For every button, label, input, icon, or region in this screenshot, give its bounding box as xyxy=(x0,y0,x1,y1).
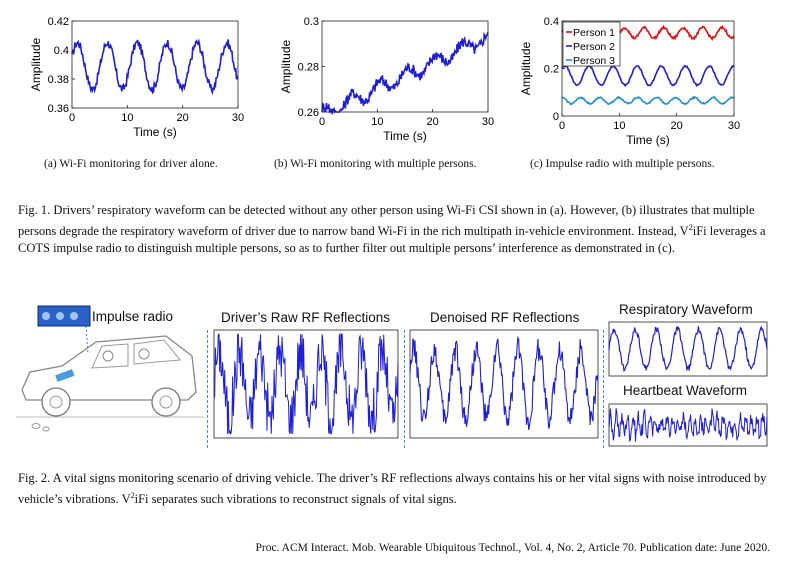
y-tick-label: 0.26 xyxy=(298,107,319,119)
fig1-subcaption-c: (c) Impulse radio with multiple persons. xyxy=(530,158,715,170)
y-tick-label: 0.3 xyxy=(304,16,319,28)
x-tick-label: 30 xyxy=(482,116,494,128)
x-tick-label: 20 xyxy=(427,116,439,128)
fig1-caption: Fig. 1. Drivers’ respiratory waveform ca… xyxy=(18,203,766,256)
page-footer: Proc. ACM Interact. Mob. Wearable Ubiqui… xyxy=(255,542,770,554)
x-tick-label: 30 xyxy=(728,120,740,132)
fig2-caption: Fig. 2. A vital signs monitoring scenari… xyxy=(18,471,767,507)
x-tick-label: 0 xyxy=(69,112,75,124)
x-tick-label: 20 xyxy=(177,112,189,124)
legend-entry: Person 3 xyxy=(573,55,615,67)
car-icon xyxy=(21,335,197,401)
respiratory-title: Respiratory Waveform xyxy=(619,302,753,317)
y-axis-label: Amplitude xyxy=(279,40,293,94)
plot-frame xyxy=(71,20,239,109)
y-tick-label: 0.2 xyxy=(544,64,559,76)
fig1-chart-a: 0 10 20 30 0.36 0.38 0.4 0.42 Time (s) Amplitude xyxy=(29,16,244,139)
divider-3 xyxy=(603,330,604,448)
x-tick-label: 10 xyxy=(121,112,133,124)
x-tick-label: 0 xyxy=(319,116,325,128)
x-tick-label: 10 xyxy=(613,120,625,132)
y-tick-label: 0 xyxy=(553,111,559,123)
rear-wheel-icon xyxy=(151,387,181,417)
x-tick-label: 0 xyxy=(559,120,565,132)
x-axis-label: Time (s) xyxy=(383,129,427,143)
y-tick-label: 0.42 xyxy=(48,16,69,28)
legend: Person 1 Person 2 Person 3 xyxy=(562,21,621,67)
x-tick-label: 10 xyxy=(371,116,383,128)
series-line-2 xyxy=(561,64,735,88)
fig1-subcaption-b: (b) Wi-Fi monitoring with multiple perso… xyxy=(274,158,477,170)
x-axis-label: Time (s) xyxy=(626,133,670,147)
y-axis-label: Amplitude xyxy=(519,42,533,96)
legend-entry: Person 2 xyxy=(573,41,615,53)
fig1-chart-b: 0 10 20 30 0.26 0.28 0.3 Time (s) Amplitude xyxy=(279,16,494,143)
x-tick-label: 30 xyxy=(232,112,244,124)
legend-entry: Person 1 xyxy=(573,27,615,39)
raw-rf-title: Driver’s Raw RF Reflections xyxy=(221,310,391,325)
y-tick-label: 0.4 xyxy=(54,45,69,57)
fig2-waveforms xyxy=(213,321,768,447)
fig2-car-scene xyxy=(16,296,206,442)
y-tick-label: 0.36 xyxy=(48,103,69,115)
y-tick-label: 0.38 xyxy=(48,74,69,86)
impulse-radio-label: Impulse radio xyxy=(92,309,174,324)
x-axis-label: Time (s) xyxy=(133,125,177,139)
series-line-1 xyxy=(321,31,489,116)
denoised-rf-title: Denoised RF Reflections xyxy=(430,310,580,325)
front-wheel-icon xyxy=(41,387,71,417)
divider-2 xyxy=(404,330,405,448)
series-line-1 xyxy=(71,38,239,96)
x-tick-label: 20 xyxy=(671,120,683,132)
divider-1 xyxy=(207,330,208,448)
y-tick-label: 0.4 xyxy=(544,16,559,28)
fig1-subcaption-a: (a) Wi-Fi monitoring for driver alone. xyxy=(44,158,218,170)
heartbeat-title: Heartbeat Waveform xyxy=(623,383,748,398)
y-tick-label: 0.28 xyxy=(298,62,319,74)
series-line-3 xyxy=(561,95,735,106)
y-axis-label: Amplitude xyxy=(29,38,43,92)
